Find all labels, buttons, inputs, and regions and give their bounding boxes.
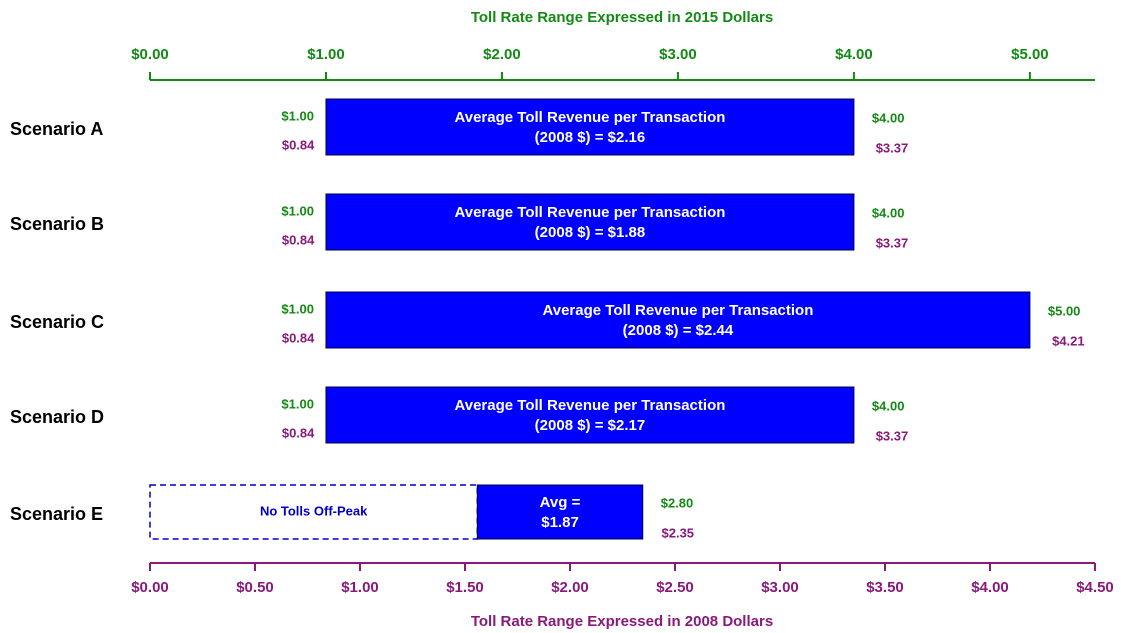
bottom-tick-label: $0.00 <box>131 579 169 596</box>
bottom-tick-label: $4.00 <box>971 579 1009 596</box>
low-2008-label: $0.84 <box>282 425 315 440</box>
top-tick-label: $1.00 <box>307 46 345 63</box>
bar-text: (2008 $) = $2.44 <box>623 322 734 339</box>
category-label: Scenario B <box>10 214 104 234</box>
low-2015-label: $1.00 <box>281 108 314 123</box>
low-2015-label: $1.00 <box>281 301 314 316</box>
category-label: Scenario D <box>10 407 104 427</box>
range-bar <box>325 291 1031 349</box>
range-bar <box>325 386 855 444</box>
bar-text: (2008 $) = $2.16 <box>535 129 646 146</box>
category-label: Scenario E <box>10 504 103 524</box>
low-2015-label: $1.00 <box>281 396 314 411</box>
low-2008-label: $0.84 <box>282 330 315 345</box>
bottom-tick-label: $2.50 <box>656 579 694 596</box>
bar-text: $1.87 <box>541 514 579 531</box>
top-tick-label: $4.00 <box>835 46 873 63</box>
top-tick-label: $0.00 <box>131 46 169 63</box>
bar-text: Average Toll Revenue per Transaction <box>454 397 725 414</box>
low-2008-label: $0.84 <box>282 137 315 152</box>
top-axis-title: Toll Rate Range Expressed in 2015 Dollar… <box>471 9 773 26</box>
bar-text: (2008 $) = $1.88 <box>535 224 646 241</box>
top-tick-label: $5.00 <box>1011 46 1049 63</box>
low-2008-label: $0.84 <box>282 232 315 247</box>
high-2008-label: $4.21 <box>1052 333 1085 348</box>
top-tick-label: $2.00 <box>483 46 521 63</box>
category-label: Scenario C <box>10 312 104 332</box>
bar-text: (2008 $) = $2.17 <box>535 417 646 434</box>
high-2015-label: $4.00 <box>872 398 905 413</box>
bar-text: Average Toll Revenue per Transaction <box>454 109 725 126</box>
bottom-tick-label: $1.00 <box>341 579 379 596</box>
bottom-tick-label: $2.00 <box>551 579 589 596</box>
top-tick-label: $3.00 <box>659 46 697 63</box>
high-2015-label: $2.80 <box>661 495 694 510</box>
bar-text: Avg = <box>540 494 581 511</box>
bottom-axis-title: Toll Rate Range Expressed in 2008 Dollar… <box>471 613 773 630</box>
bottom-tick-label: $0.50 <box>236 579 274 596</box>
range-bar <box>325 193 855 251</box>
offpeak-box <box>149 484 479 540</box>
range-bar <box>476 484 644 540</box>
high-2008-label: $3.37 <box>876 235 909 250</box>
high-2015-label: $4.00 <box>872 110 905 125</box>
bottom-tick-label: $3.50 <box>866 579 904 596</box>
low-2015-label: $1.00 <box>281 203 314 218</box>
high-2008-label: $3.37 <box>876 428 909 443</box>
bottom-tick-label: $1.50 <box>446 579 484 596</box>
bottom-tick-label: $4.50 <box>1076 579 1114 596</box>
high-2008-label: $2.35 <box>662 525 695 540</box>
category-label: Scenario A <box>10 119 103 139</box>
bar-text: Average Toll Revenue per Transaction <box>454 204 725 221</box>
high-2008-label: $3.37 <box>876 140 909 155</box>
offpeak-label: No Tolls Off-Peak <box>260 503 368 518</box>
high-2015-label: $4.00 <box>872 205 905 220</box>
bottom-tick-label: $3.00 <box>761 579 799 596</box>
range-bar <box>325 98 855 156</box>
bar-text: Average Toll Revenue per Transaction <box>542 302 813 319</box>
high-2015-label: $5.00 <box>1048 303 1081 318</box>
